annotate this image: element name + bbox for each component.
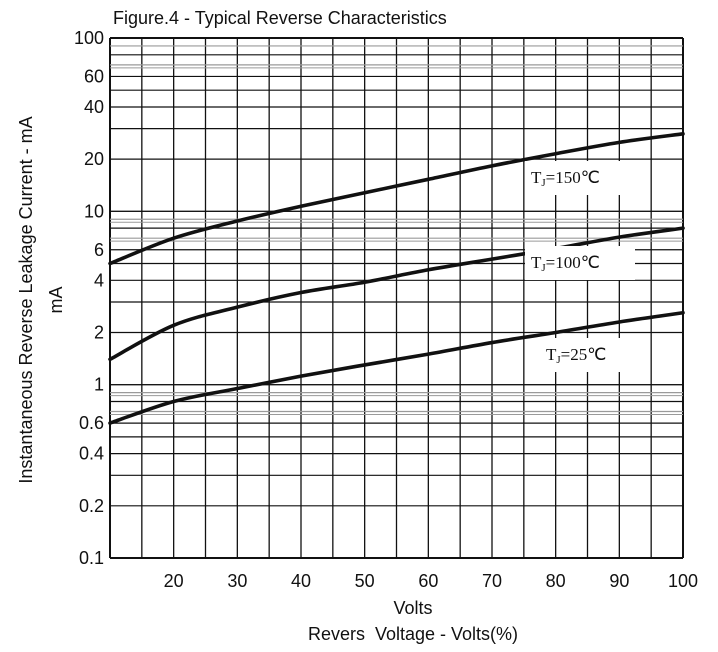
grid [109, 37, 684, 559]
series-line-0 [108, 132, 685, 266]
x-tick-label: 90 [609, 571, 629, 591]
x-tick-label: 100 [668, 571, 698, 591]
y-tick-label: 20 [84, 149, 104, 169]
y-tick-label: 0.4 [79, 444, 104, 464]
y-tick-label: 6 [94, 240, 104, 260]
series-label-text: TJ=100℃ [531, 253, 600, 274]
series-label-text: TJ=25℃ [546, 345, 606, 366]
series-label-box [525, 246, 635, 280]
series-line-1 [108, 226, 685, 362]
series-label-0: TJ=150℃ [525, 161, 635, 195]
x-axis-label: Volts [393, 598, 432, 618]
y-axis-label: Instantaneous Reverse Leakage Current - … [16, 116, 36, 483]
y-tick-label: 0.6 [79, 413, 104, 433]
y-tick-label: 0.1 [79, 548, 104, 568]
y-tick-label: 2 [94, 322, 104, 342]
y-tick-label: 0.2 [79, 496, 104, 516]
y-axis-unit: mA [46, 287, 66, 314]
series-label-1: TJ=100℃ [525, 246, 635, 280]
x-tick-label: 40 [291, 571, 311, 591]
y-tick-label: 100 [74, 28, 104, 48]
x-tick-labels: 20 30 40 50 60 70 80 90 100 [164, 571, 698, 591]
y-tick-label: 10 [84, 201, 104, 221]
x-tick-label: 50 [355, 571, 375, 591]
series-label-text: TJ=150℃ [531, 168, 600, 189]
y-tick-label: 1 [94, 375, 104, 395]
series-line-2 [108, 310, 685, 425]
series-label-2: TJ=25℃ [540, 338, 636, 372]
y-tick-labels: 0.1 0.2 0.4 0.6 1 2 4 6 10 20 40 60 100 [74, 28, 104, 568]
x-tick-label: 20 [164, 571, 184, 591]
x-axis-label-secondary: Revers Voltage - Volts(%) [308, 624, 518, 644]
x-tick-label: 70 [482, 571, 502, 591]
y-tick-label: 4 [94, 270, 104, 290]
series-labels: TJ=150℃ TJ=100℃ TJ=25℃ [525, 161, 636, 372]
series-label-box [540, 338, 636, 372]
chart-title: Figure.4 - Typical Reverse Characteristi… [113, 8, 447, 28]
series-label-box [525, 161, 635, 195]
y-tick-label: 40 [84, 97, 104, 117]
y-tick-label: 60 [84, 66, 104, 86]
series-lines [108, 132, 685, 425]
x-tick-label: 30 [227, 571, 247, 591]
x-tick-label: 80 [546, 571, 566, 591]
x-tick-label: 60 [418, 571, 438, 591]
